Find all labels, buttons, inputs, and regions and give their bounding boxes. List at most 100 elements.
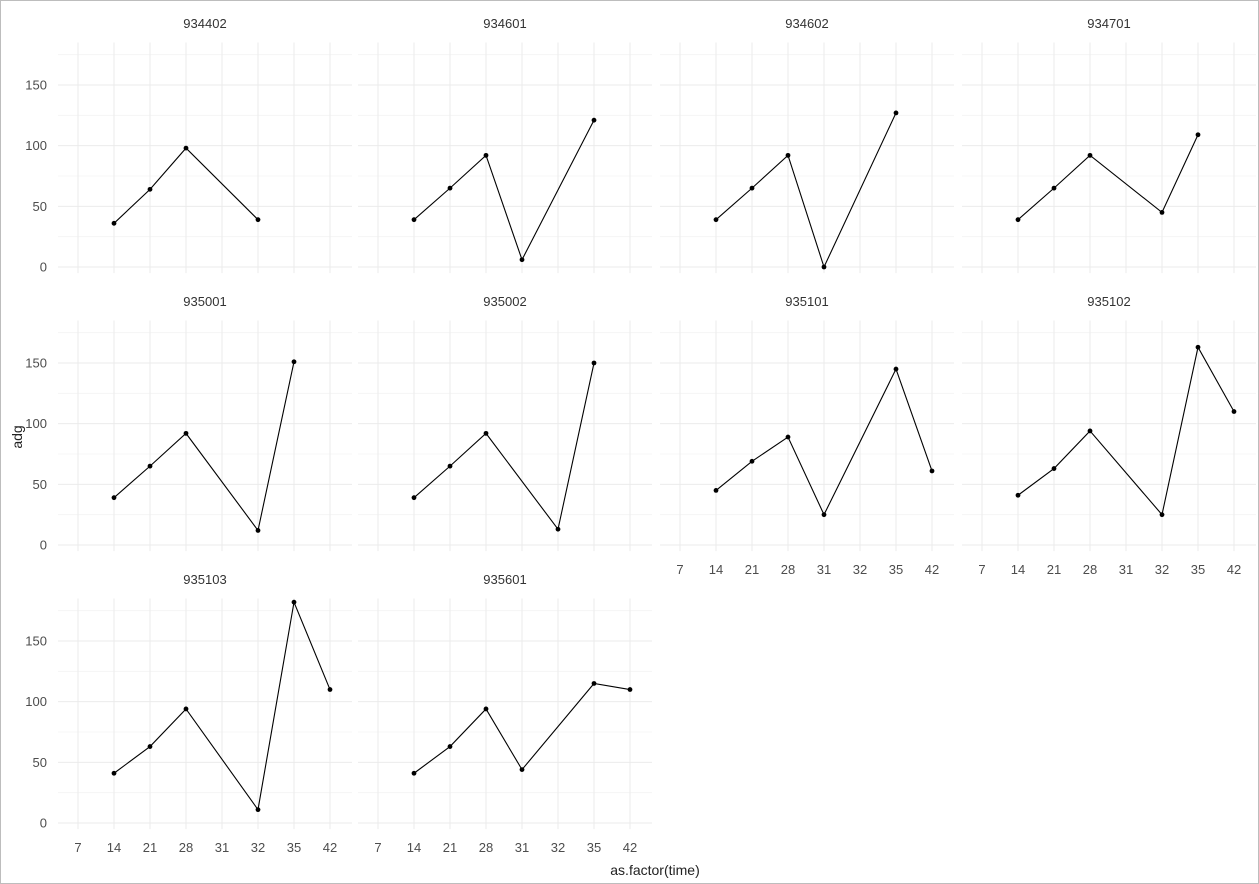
- data-point: [893, 110, 899, 116]
- series-line-934402: [113, 147, 259, 224]
- series-line-935101: [715, 367, 933, 516]
- y-tick-label: 50: [33, 477, 47, 492]
- facet-panel-935101: 935101 7 14 21 28 31 32 35 42: [660, 294, 954, 577]
- series-line-935102: [1017, 345, 1235, 516]
- data-point: [1195, 344, 1201, 350]
- data-point: [111, 495, 117, 501]
- data-point: [447, 463, 453, 469]
- data-point: [255, 807, 261, 813]
- x-tick-label: 42: [623, 840, 637, 855]
- x-tick-label: 31: [1119, 562, 1133, 577]
- x-tick-label: 14: [107, 840, 121, 855]
- x-tick-label: 32: [551, 840, 565, 855]
- data-point: [713, 217, 719, 223]
- x-tick-label: 7: [676, 562, 683, 577]
- data-point: [483, 430, 489, 436]
- data-point: [591, 360, 597, 366]
- data-point: [1231, 409, 1237, 414]
- x-tick-label: 14: [709, 562, 723, 577]
- x-tick-label: 35: [287, 840, 301, 855]
- data-point: [749, 185, 755, 191]
- data-point: [519, 257, 525, 263]
- facet-panel-934602: 934602: [660, 16, 954, 274]
- series-line-934602: [715, 112, 897, 269]
- y-tick-label: 150: [25, 356, 47, 371]
- facet-panel-934402: 934402 0 50 100 150: [25, 16, 352, 275]
- y-tick-label: 100: [25, 138, 47, 153]
- facet-strip-label: 935103: [183, 572, 226, 587]
- x-tick-label: 32: [853, 562, 867, 577]
- data-point: [713, 488, 719, 493]
- data-point: [483, 706, 489, 712]
- facet-strip-label: 935001: [183, 294, 226, 309]
- data-point: [1051, 466, 1057, 471]
- data-point: [111, 770, 117, 776]
- y-tick-label: 0: [40, 260, 47, 275]
- data-point: [327, 687, 333, 692]
- x-tick-label: 21: [443, 840, 457, 855]
- data-point: [1015, 492, 1021, 498]
- facet-panel-935601: 935601 7 14 21 28 31 32 35 42: [358, 572, 652, 855]
- x-tick-label: 31: [215, 840, 229, 855]
- data-point: [591, 117, 597, 123]
- data-point: [447, 185, 453, 191]
- x-tick-label: 28: [179, 840, 193, 855]
- x-tick-label: 31: [817, 562, 831, 577]
- data-point: [483, 152, 489, 158]
- data-point: [447, 744, 453, 749]
- facet-strip-label: 934601: [483, 16, 526, 31]
- y-axis-title: adg: [9, 425, 25, 448]
- data-point: [821, 512, 827, 518]
- x-axis-title: as.factor(time): [610, 862, 699, 878]
- y-tick-label: 100: [25, 416, 47, 431]
- data-point: [555, 526, 561, 532]
- data-point: [1195, 132, 1201, 138]
- data-point: [147, 463, 153, 469]
- data-point: [1159, 512, 1165, 518]
- x-tick-label: 28: [1083, 562, 1097, 577]
- data-point: [1051, 185, 1057, 191]
- data-point: [411, 770, 417, 776]
- x-tick-label: 7: [374, 840, 381, 855]
- data-point: [291, 359, 297, 365]
- facet-panels: 934402 0 50 100 150 934601 934602 934701 935001 0…: [25, 16, 1256, 855]
- data-point: [929, 468, 935, 474]
- facet-panel-935103: 935103 0 50 100 150 7 14 21 28 31 32 35 42: [25, 572, 352, 855]
- series-line-935601: [413, 682, 631, 774]
- data-point: [255, 528, 261, 533]
- facet-strip-label: 935002: [483, 294, 526, 309]
- x-tick-label: 21: [143, 840, 157, 855]
- series-line-934601: [413, 119, 595, 262]
- y-tick-label: 150: [25, 634, 47, 649]
- series-line-934701: [1017, 134, 1199, 221]
- facet-panel-934701: 934701: [962, 16, 1256, 274]
- facet-strip-label: 934402: [183, 16, 226, 31]
- facet-panel-935002: 935002: [358, 294, 652, 552]
- data-point: [627, 687, 633, 692]
- data-point: [183, 706, 189, 712]
- y-tick-label: 50: [33, 199, 47, 214]
- x-tick-label: 21: [745, 562, 759, 577]
- x-tick-label: 28: [781, 562, 795, 577]
- x-tick-label: 35: [1191, 562, 1205, 577]
- x-tick-label: 32: [1155, 562, 1169, 577]
- y-tick-label: 50: [33, 755, 47, 770]
- data-point: [255, 217, 261, 223]
- facet-panel-935102: 935102 7 14 21 28 31 32 35 42: [962, 294, 1256, 577]
- facet-strip-label: 935101: [785, 294, 828, 309]
- facet-strip-label: 935601: [483, 572, 526, 587]
- facet-strip-label: 934602: [785, 16, 828, 31]
- data-point: [519, 767, 525, 773]
- data-point: [111, 220, 117, 226]
- x-tick-label: 42: [1227, 562, 1241, 577]
- data-point: [183, 145, 189, 151]
- y-tick-label: 150: [25, 78, 47, 93]
- data-point: [183, 430, 189, 436]
- x-tick-label: 7: [74, 840, 81, 855]
- data-point: [147, 186, 153, 192]
- x-tick-label: 35: [587, 840, 601, 855]
- data-point: [785, 152, 791, 158]
- x-tick-label: 14: [407, 840, 421, 855]
- series-line-935002: [413, 362, 595, 531]
